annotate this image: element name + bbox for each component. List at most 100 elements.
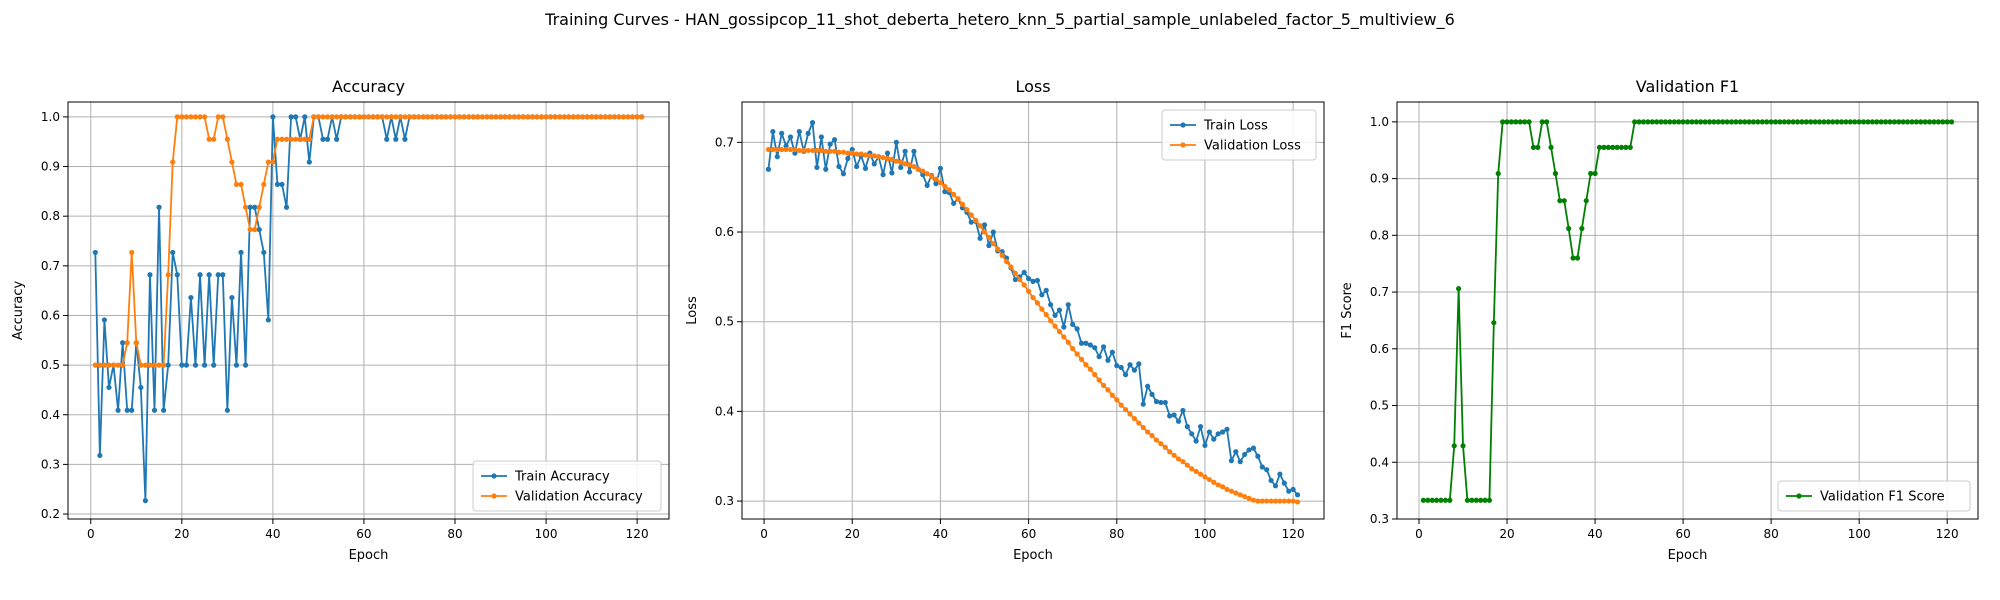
train-loss-point [1202, 442, 1208, 449]
train-loss-point [893, 139, 899, 145]
validation-loss-point [774, 146, 780, 153]
validation-accuracy-point [147, 362, 153, 368]
train-accuracy-point [288, 114, 294, 120]
validation-f1-score-point [1803, 119, 1809, 125]
validation-f1-score-point [1570, 255, 1576, 261]
validation-loss-point [1056, 328, 1063, 335]
validation-accuracy-point [625, 114, 631, 120]
validation-accuracy-point [288, 136, 294, 142]
validation-f1-score-point [1825, 119, 1831, 125]
validation-f1-score-point [1601, 144, 1607, 150]
train-accuracy-point [270, 114, 276, 120]
validation-loss-point [1118, 402, 1124, 408]
y-tick-label: 0.2 [41, 507, 60, 521]
validation-loss-point [845, 150, 851, 156]
validation-f1-score-point [1557, 198, 1563, 204]
validation-f1-score-point [1852, 119, 1858, 125]
y-tick-label: 0.9 [1370, 172, 1389, 186]
train-loss-point [1233, 449, 1239, 455]
validation-loss-point [827, 148, 833, 154]
validation-f1-score-point [1856, 119, 1862, 125]
validation-accuracy-point [165, 272, 171, 278]
validation-loss-point [968, 212, 974, 218]
validation-f1-score-point [1808, 119, 1814, 125]
validation-f1-score-point [1900, 119, 1906, 125]
validation-accuracy-point [97, 362, 103, 368]
validation-f1-score-point [1447, 497, 1453, 503]
validation-loss-point [880, 155, 886, 161]
validation-f1-score-point [1605, 144, 1611, 150]
y-tick-label: 0.5 [41, 358, 60, 372]
validation-accuracy-point [493, 114, 499, 120]
train-loss-point [1237, 459, 1243, 465]
validation-f1-score-point [1482, 497, 1488, 503]
validation-f1-score-point [1552, 170, 1559, 177]
validation-loss-point [1167, 449, 1173, 455]
validation-accuracy-point [129, 249, 135, 256]
x-tick-label: 80 [1109, 527, 1124, 541]
validation-accuracy-point [293, 136, 299, 142]
legend-swatch-marker [491, 493, 497, 499]
train-loss-point [783, 143, 789, 149]
validation-loss-point [862, 152, 869, 158]
y-tick-label: 0.3 [1370, 512, 1389, 526]
validation-f1-score-point [1733, 119, 1739, 125]
train-accuracy-point [138, 384, 144, 391]
validation-loss-point [1008, 264, 1014, 270]
train-loss-point [1215, 431, 1221, 437]
validation-f1-score-point [1623, 144, 1629, 150]
train-loss-line [767, 121, 1299, 496]
validation-accuracy-point [188, 114, 194, 120]
validation-accuracy-point [639, 114, 645, 120]
train-accuracy-point [334, 136, 340, 142]
validation-accuracy-point [252, 226, 258, 233]
validation-accuracy-point [320, 114, 326, 120]
validation-f1-score-point [1508, 119, 1515, 125]
validation-accuracy-point [620, 114, 627, 120]
validation-loss-point [796, 147, 802, 154]
train-loss-point [1255, 453, 1261, 459]
train-accuracy-point [233, 362, 240, 368]
validation-accuracy-point [183, 114, 189, 120]
validation-f1-score-point [1834, 119, 1840, 125]
train-loss-point [986, 242, 992, 249]
validation-accuracy-point [538, 114, 545, 120]
x-tick-label: 100 [1848, 527, 1871, 541]
validation-f1-score-point [1698, 119, 1704, 125]
x-axis-label: Epoch [1013, 548, 1053, 563]
validation-loss-point [1158, 441, 1164, 447]
validation-accuracy-point [548, 114, 554, 120]
validation-accuracy-point [475, 114, 481, 120]
train-loss-point [854, 163, 860, 170]
validation-accuracy-point [497, 114, 504, 120]
validation-f1-score-point [1500, 119, 1506, 125]
validation-loss-point [801, 147, 807, 154]
train-accuracy-point [129, 407, 135, 413]
train-loss-point [1171, 412, 1177, 418]
validation-accuracy-point [215, 114, 221, 120]
validation-accuracy-point [302, 136, 308, 142]
validation-loss-point [1171, 452, 1177, 458]
train-loss-point [1277, 471, 1283, 477]
train-accuracy-point [306, 159, 312, 165]
validation-f1-score-point [1772, 119, 1779, 125]
train-loss-point [1083, 340, 1089, 346]
train-accuracy-point [142, 498, 148, 504]
validation-accuracy-point [611, 114, 617, 120]
validation-f1-score-point [1513, 119, 1519, 125]
train-loss-point [1206, 429, 1212, 435]
validation-accuracy-point [338, 114, 344, 120]
y-tick-label: 0.3 [41, 457, 60, 471]
y-tick-label: 0.7 [715, 135, 734, 149]
validation-f1-score-point [1755, 119, 1761, 125]
validation-accuracy-point [247, 226, 253, 233]
validation-f1-score-point [1799, 119, 1805, 125]
train-loss-point [1145, 383, 1151, 389]
validation-f1-score-point [1495, 170, 1501, 177]
train-accuracy-point [161, 407, 167, 413]
train-loss-point [1136, 361, 1142, 367]
train-loss-point [845, 155, 851, 162]
y-axis-label: F1 Score [1340, 282, 1355, 338]
validation-f1-score-point [1891, 119, 1897, 125]
validation-f1-score-point [1640, 119, 1647, 125]
